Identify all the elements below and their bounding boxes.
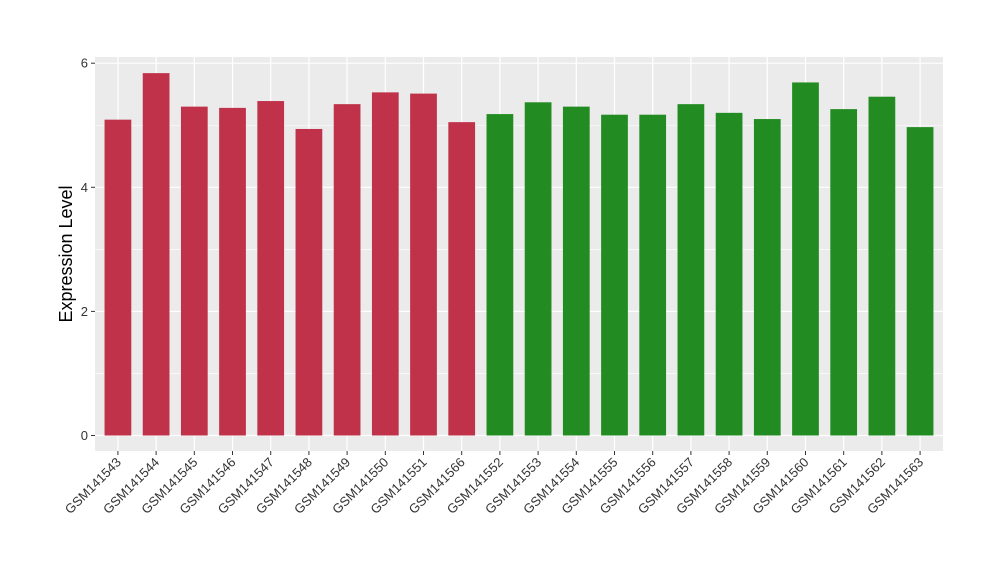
bar-GSM141543 [104,119,132,436]
bar-GSM141562 [868,96,896,436]
bar-GSM141547 [257,101,285,436]
bar-GSM141548 [295,128,323,436]
bar-GSM141561 [830,109,858,436]
x-axis: GSM141543GSM141544GSM141545GSM141546GSM1… [62,451,926,517]
bar-GSM141550 [371,92,399,436]
bar-GSM141554 [562,106,590,436]
y-tick-label: 2 [81,304,88,319]
bar-GSM141552 [486,114,514,436]
bar-GSM141551 [410,93,437,436]
bar-GSM141558 [715,112,743,436]
bar-GSM141557 [677,104,705,436]
bar-GSM141544 [142,73,170,436]
y-axis: 0 2 4 6 [81,56,95,443]
y-tick-label: 0 [81,428,88,443]
bar-GSM141560 [792,82,819,436]
y-tick-label: 4 [81,180,88,195]
bar-GSM141549 [333,104,361,436]
y-tick-label: 6 [81,56,88,71]
bars [104,73,934,436]
bar-GSM141563 [906,127,934,436]
bar-GSM141559 [753,119,781,436]
bar-GSM141545 [180,106,208,436]
bar-GSM141556 [639,114,667,436]
bar-GSM141553 [524,102,552,436]
bar-GSM141546 [219,107,246,436]
bar-GSM141566 [448,122,476,436]
y-axis-title: Expression Level [56,185,76,322]
bar-GSM141555 [601,114,628,436]
